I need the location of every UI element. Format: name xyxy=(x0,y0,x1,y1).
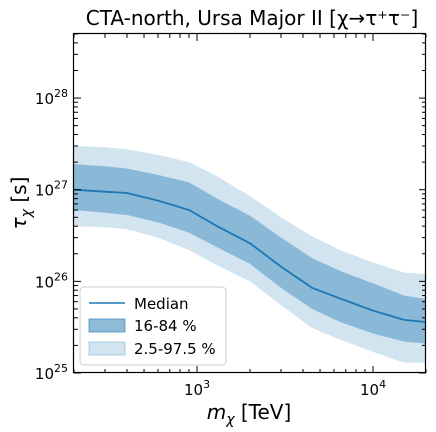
y-tick-label: 1028 xyxy=(35,87,68,108)
x-tick-label: 104 xyxy=(360,378,386,399)
median-line-group xyxy=(73,188,427,323)
y-tick-label: 1027 xyxy=(35,179,68,200)
chart-title: CTA-north, Ursa Major II [χ→τ⁺τ⁻] xyxy=(86,6,419,30)
confidence-bands xyxy=(74,146,426,363)
legend-box xyxy=(79,286,227,366)
legend-swatch-16-84 xyxy=(88,318,126,333)
y-tick-label: 1025 xyxy=(35,362,68,383)
x-tick-label: 103 xyxy=(184,378,210,399)
y-tick-label: 1026 xyxy=(35,270,68,291)
legend: Median 16-84 % 2.5-97.5 % xyxy=(79,286,227,366)
axis-tick-labels: 103 104 1025 1026 1027 1028 xyxy=(35,87,386,399)
axis-ticks xyxy=(73,33,427,374)
legend-swatch-2-5-97-5 xyxy=(88,341,126,356)
x-axis-label: mχ [TeV] xyxy=(207,400,292,428)
legend-label-median: Median xyxy=(134,295,189,313)
legend-label-16-84: 16-84 % xyxy=(134,317,197,335)
band-2-5-97-5- xyxy=(74,146,426,363)
median-line xyxy=(73,188,427,323)
band-16-84- xyxy=(74,164,426,344)
legend-label-2-5-97-5: 2.5-97.5 % xyxy=(134,340,216,358)
y-axis-label: τχ [s] xyxy=(7,177,35,230)
